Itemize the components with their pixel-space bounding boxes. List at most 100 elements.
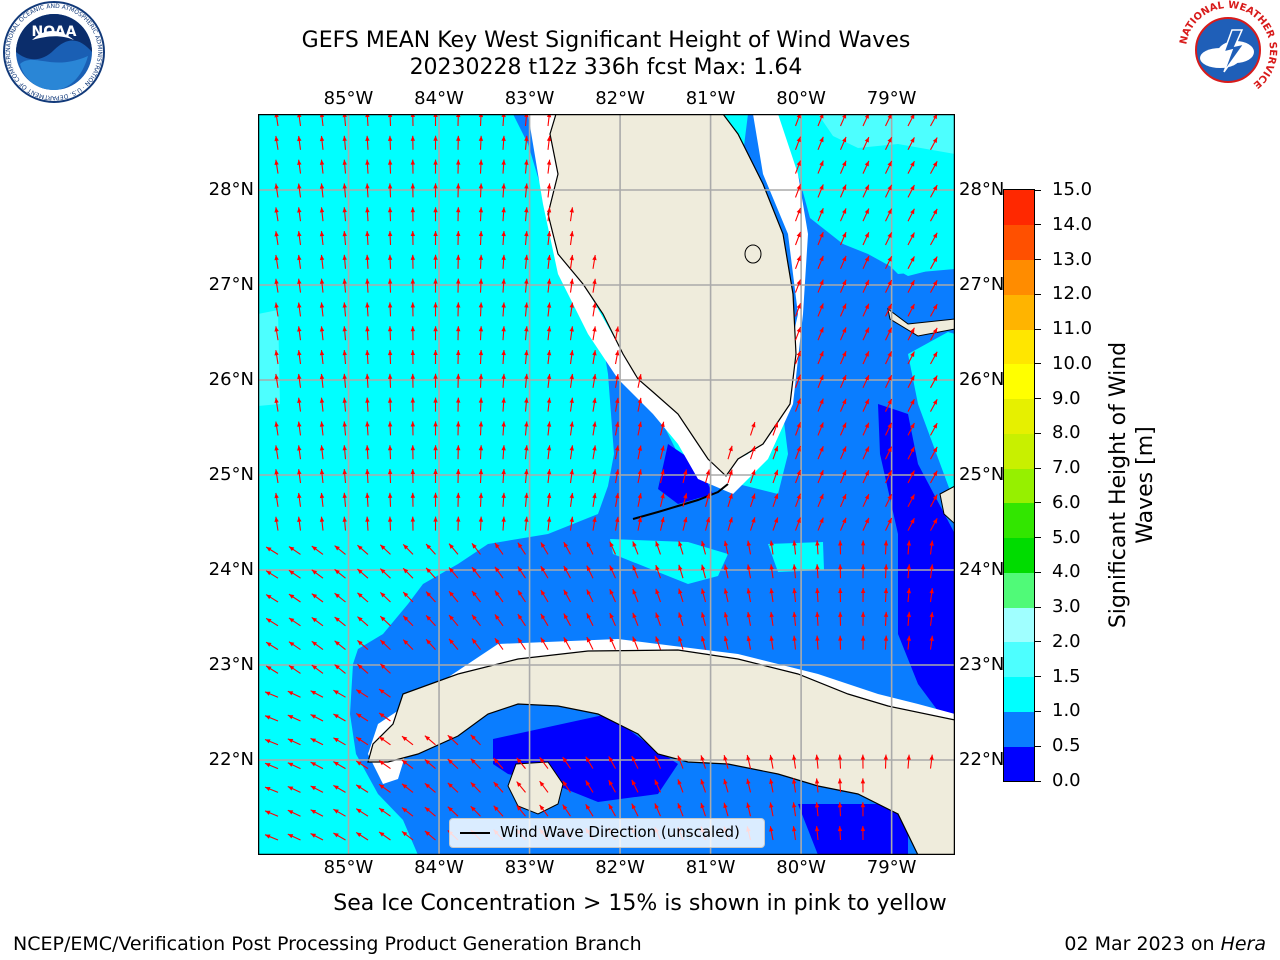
wave-direction-arrow <box>562 804 571 817</box>
wave-direction-arrow <box>342 135 347 150</box>
wave-direction-arrow <box>433 516 438 531</box>
longitude-label: 81°W <box>685 88 736 109</box>
wave-direction-arrow <box>769 826 774 841</box>
wave-direction-arrow <box>654 779 662 793</box>
wave-direction-arrow <box>433 230 438 246</box>
wave-direction-arrow <box>585 756 594 769</box>
wave-direction-arrow <box>885 398 893 412</box>
wave-direction-arrow <box>365 326 370 341</box>
wave-direction-arrow <box>907 279 915 293</box>
wave-direction-arrow <box>772 422 779 436</box>
wave-direction-arrow <box>288 617 301 627</box>
wave-direction-arrow <box>862 517 870 531</box>
wave-direction-arrow <box>297 397 302 412</box>
colorbar-tick-mark <box>1034 502 1041 504</box>
wave-direction-arrow <box>524 373 529 388</box>
wave-direction-arrow <box>586 589 594 603</box>
wave-direction-arrow <box>433 183 438 198</box>
wave-direction-arrow <box>632 564 639 579</box>
wave-direction-arrow <box>569 278 574 293</box>
wave-direction-arrow <box>746 754 752 769</box>
wave-direction-arrow <box>494 614 504 627</box>
wave-direction-arrow <box>410 468 416 484</box>
wave-direction-arrow <box>592 469 597 484</box>
wave-direction-arrow <box>379 544 391 555</box>
wave-direction-arrow <box>586 565 594 579</box>
wave-direction-arrow <box>264 738 279 746</box>
wave-direction-arrow <box>546 492 552 507</box>
wave-direction-arrow <box>654 755 662 769</box>
colorbar-tick-mark <box>1034 606 1041 608</box>
wave-direction-arrow <box>524 326 529 341</box>
wave-direction-arrow <box>297 326 302 341</box>
colorbar-segment <box>1004 398 1034 434</box>
wave-direction-arrow <box>837 778 843 793</box>
wave-direction-arrow <box>524 516 529 531</box>
wave-direction-arrow <box>769 588 774 603</box>
wave-direction-arrow <box>930 303 938 317</box>
wave-direction-arrow <box>319 445 325 460</box>
wave-direction-arrow <box>402 544 414 555</box>
wave-direction-arrow <box>862 398 870 412</box>
wave-direction-arrow <box>265 570 279 579</box>
wave-direction-arrow <box>907 208 915 222</box>
wave-direction-arrow <box>478 468 484 484</box>
wave-direction-arrow <box>631 755 639 769</box>
wave-direction-arrow <box>401 807 414 817</box>
wave-direction-arrow <box>655 541 662 555</box>
wave-direction-arrow <box>592 492 597 507</box>
wave-direction-arrow <box>727 493 733 507</box>
colorbar-segment <box>1004 224 1034 260</box>
wave-direction-arrow <box>319 397 325 412</box>
wave-direction-arrow <box>930 280 938 293</box>
wave-direction-arrow <box>319 421 325 436</box>
wave-direction-arrow <box>885 374 893 389</box>
wave-direction-arrow <box>569 373 574 388</box>
wave-direction-arrow <box>456 516 461 531</box>
colorbar-tick-mark <box>1034 710 1041 712</box>
wave-direction-arrow <box>379 663 391 674</box>
wave-direction-arrow <box>501 207 506 222</box>
wave-direction-arrow <box>704 516 711 531</box>
wave-direction-arrow <box>883 754 889 769</box>
wave-direction-arrow <box>637 445 642 460</box>
wave-direction-arrow <box>478 183 484 198</box>
latitude-label: 28°N <box>959 179 1005 200</box>
wave-direction-arrow <box>342 373 347 388</box>
wave-direction-arrow <box>447 734 459 746</box>
wave-direction-arrow <box>288 665 301 674</box>
wave-direction-arrow <box>433 373 438 388</box>
wave-direction-arrow <box>839 255 847 270</box>
wave-direction-arrow <box>478 516 484 531</box>
wave-direction-arrow <box>839 231 847 246</box>
latitude-label: 25°N <box>208 464 254 485</box>
wave-direction-arrow <box>563 589 571 603</box>
wave-direction-arrow <box>885 232 893 246</box>
colorbar-segment <box>1004 641 1034 678</box>
wave-direction-arrow <box>862 279 870 293</box>
wave-direction-arrow <box>478 254 484 269</box>
wave-direction-arrow <box>769 778 774 793</box>
latitude-label: 22°N <box>208 749 254 770</box>
wave-direction-arrow <box>333 737 346 746</box>
wave-direction-arrow <box>862 255 870 270</box>
wave-direction-arrow <box>907 232 915 246</box>
wave-direction-arrow <box>387 516 393 531</box>
wave-direction-arrow <box>614 516 620 531</box>
wave-direction-arrow <box>319 231 325 246</box>
wave-direction-arrow <box>860 587 866 603</box>
wave-direction-arrow <box>862 351 870 365</box>
wave-direction-arrow <box>540 542 549 555</box>
colorbar-label-line1: Significant Height of Wind <box>1106 342 1131 628</box>
wave-direction-arrow <box>516 781 526 793</box>
wave-direction-arrow <box>592 516 597 531</box>
colorbar-tick-label: 5.0 <box>1052 526 1081 548</box>
latitude-label: 27°N <box>208 274 254 295</box>
wave-direction-arrow <box>334 592 346 603</box>
wave-direction-arrow <box>357 592 369 603</box>
wave-direction-arrow <box>746 588 752 603</box>
colorbar-segment <box>1004 259 1034 295</box>
wave-direction-arrow <box>355 831 369 841</box>
wave-direction-arrow <box>930 208 938 222</box>
wave-direction-arrow <box>749 445 756 460</box>
